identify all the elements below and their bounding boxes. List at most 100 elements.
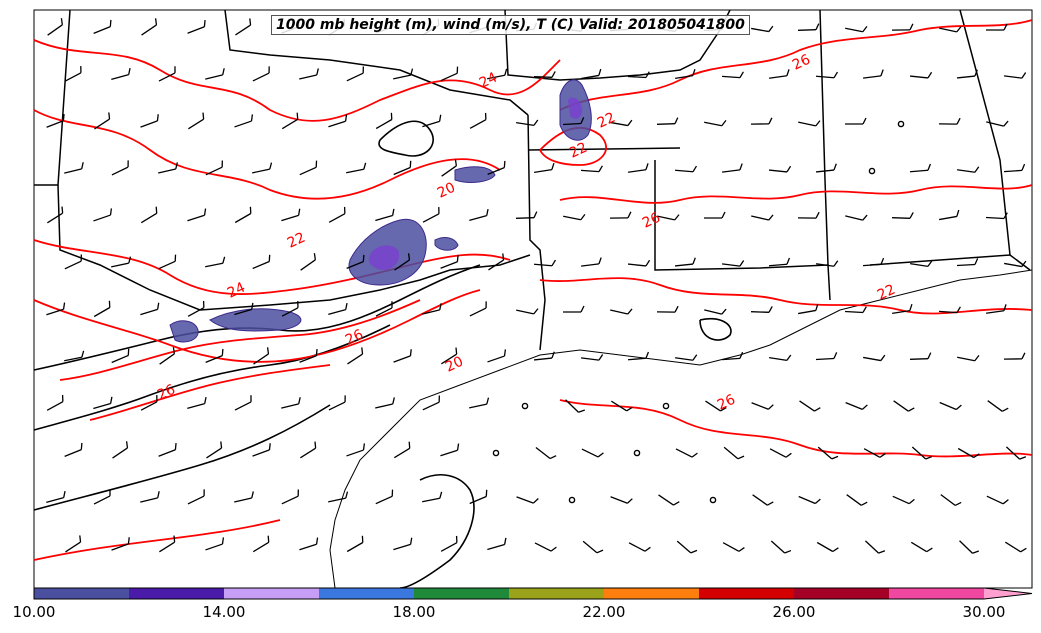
wind-barb xyxy=(205,160,223,176)
wind-barb xyxy=(487,349,507,363)
wind-barb xyxy=(674,165,698,173)
contour-label: 26 xyxy=(790,52,813,74)
calm-wind-circle xyxy=(568,496,576,504)
wind-barb xyxy=(375,489,394,505)
wind-barb xyxy=(441,347,458,365)
wind-barb xyxy=(346,443,366,457)
wind-barb xyxy=(422,303,442,315)
wind-barb xyxy=(816,541,839,553)
wind-barb xyxy=(769,354,792,362)
contour-label: 24 xyxy=(477,70,500,92)
colorbar-segment xyxy=(604,588,700,599)
wind-barb xyxy=(658,494,680,506)
calm-wind-circle xyxy=(492,449,500,457)
wind-barb xyxy=(768,257,791,267)
wind-barb xyxy=(299,537,319,551)
wind-barb xyxy=(957,355,980,362)
calm-wind-circle xyxy=(868,167,876,175)
colorbar-segment xyxy=(224,588,320,599)
wind-barb xyxy=(910,260,933,268)
wind-barb xyxy=(533,71,556,78)
wind-barb xyxy=(611,400,633,412)
wind-barb xyxy=(610,496,633,504)
wind-barb xyxy=(300,441,317,459)
wind-barb xyxy=(721,163,743,173)
wind-barb xyxy=(704,120,727,127)
wind-barb xyxy=(375,208,395,222)
wind-barb xyxy=(674,257,696,267)
wind-barb xyxy=(141,18,158,36)
wind-barb xyxy=(1003,72,1027,79)
wind-barb xyxy=(94,112,111,130)
colorbar-extend-arrow xyxy=(984,588,1032,599)
wind-barb xyxy=(158,254,177,270)
wind-barb xyxy=(422,207,440,223)
wind-barb xyxy=(440,443,460,457)
state-borders xyxy=(34,9,1031,351)
colorbar-segment xyxy=(889,588,985,599)
wind-barb xyxy=(627,163,649,173)
wind-barb xyxy=(299,160,318,176)
wind-barb xyxy=(939,401,962,411)
wind-barb xyxy=(722,542,745,552)
calm-wind-circles xyxy=(492,120,905,504)
wind-barb xyxy=(299,68,319,80)
wind-barb xyxy=(205,256,226,268)
wind-barb xyxy=(140,302,160,316)
wind-barb xyxy=(959,540,980,554)
temperature-contours xyxy=(33,19,1033,561)
wind-barb xyxy=(46,394,64,411)
wind-barb xyxy=(234,302,254,316)
wind-barb xyxy=(347,347,364,365)
wind-barb xyxy=(346,535,364,553)
wind-barb xyxy=(768,165,792,173)
wind-barb xyxy=(938,117,961,125)
colorbar-segment xyxy=(414,588,510,599)
wind-barb xyxy=(862,257,885,267)
wind-barb xyxy=(140,114,159,128)
wind-barb xyxy=(628,542,651,552)
wind-barb xyxy=(797,211,820,219)
wind-barb xyxy=(469,301,487,317)
colorbar-segment xyxy=(34,588,130,599)
wind-barb xyxy=(721,260,745,267)
wind-barb xyxy=(281,489,299,505)
wind-barb xyxy=(798,495,821,505)
wind-barb xyxy=(158,66,176,82)
wind-barb xyxy=(656,117,679,125)
colorbar-tick-label: 26.00 xyxy=(772,603,816,621)
wind-barb xyxy=(798,303,819,315)
wind-barb xyxy=(515,211,538,219)
wind-barb xyxy=(609,211,632,219)
wind-barb xyxy=(627,259,651,267)
wind-barb xyxy=(799,400,821,412)
wind-barb xyxy=(939,26,962,33)
wind-barb xyxy=(891,23,914,31)
wind-barb xyxy=(487,68,508,80)
colorbar-tick-label: 18.00 xyxy=(392,603,436,621)
wind-barb xyxy=(206,441,223,459)
wind-barb xyxy=(1004,260,1027,268)
contour-label: 26 xyxy=(343,327,366,349)
wind-barb xyxy=(752,494,774,506)
wind-barb xyxy=(346,254,365,269)
contour-label: 26 xyxy=(715,392,738,414)
wind-barb xyxy=(234,491,254,503)
wind-barb xyxy=(516,119,539,127)
wind-barb xyxy=(723,446,745,460)
wind-barb xyxy=(440,66,459,82)
contour-label: 22 xyxy=(285,230,308,252)
wind-barb xyxy=(844,306,867,314)
wind-barb xyxy=(252,162,273,174)
wind-barb xyxy=(111,256,132,268)
wind-barb xyxy=(187,20,206,34)
colorbar xyxy=(33,587,1033,600)
contour-label: 22 xyxy=(595,110,618,132)
wind-barb xyxy=(610,308,633,315)
wind-barb xyxy=(112,441,129,459)
wind-barb xyxy=(535,446,557,460)
wind-barb xyxy=(751,214,774,221)
wind-barb xyxy=(440,255,459,269)
wind-barb xyxy=(93,19,112,34)
wind-barb xyxy=(956,69,978,79)
